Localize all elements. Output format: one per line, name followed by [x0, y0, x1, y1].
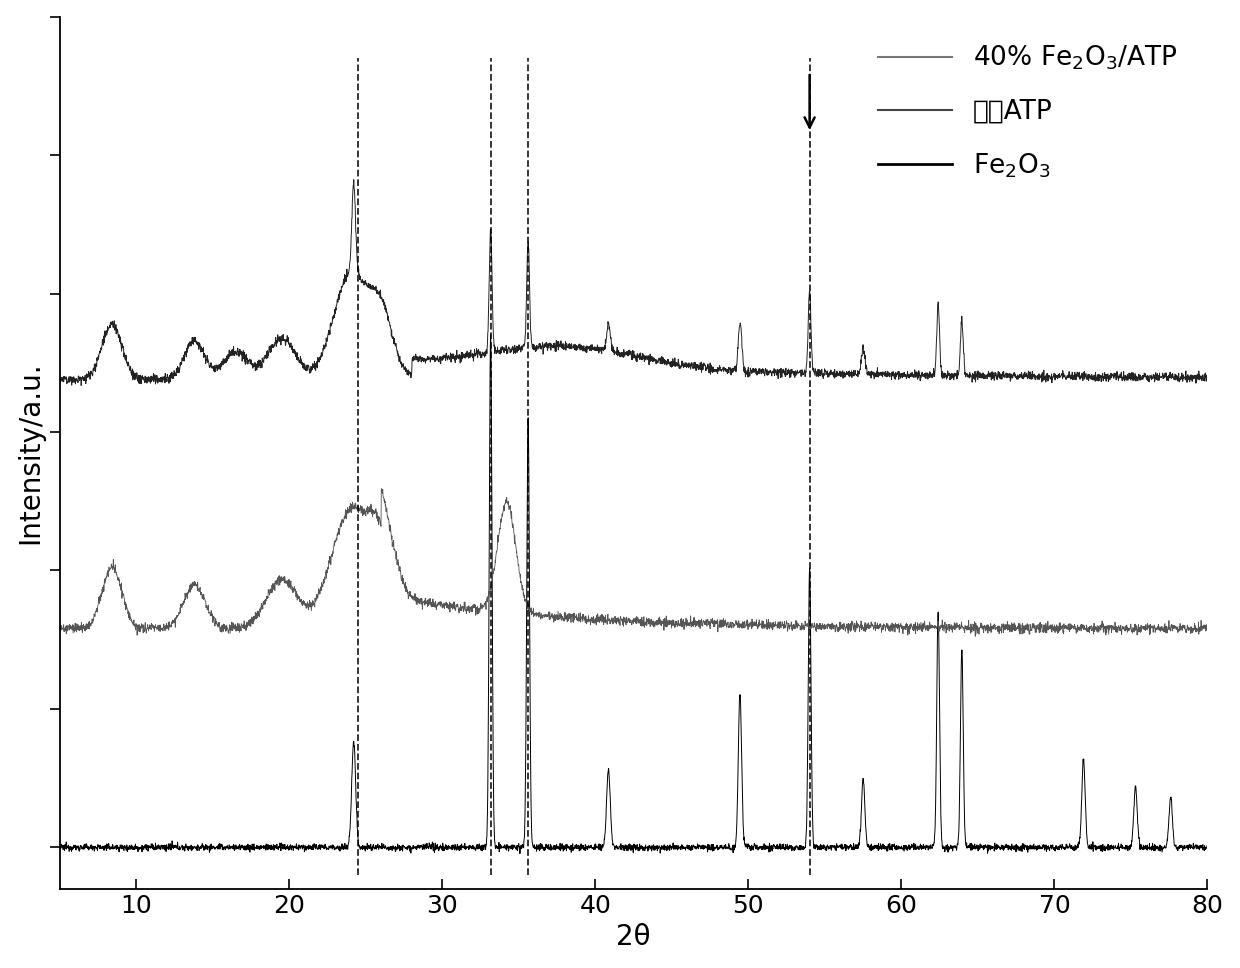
Legend: 40% Fe$_2$O$_3$/ATP, 改性ATP, Fe$_2$O$_3$: 40% Fe$_2$O$_3$/ATP, 改性ATP, Fe$_2$O$_3$ [867, 33, 1188, 190]
Y-axis label: Intensity/a.u.: Intensity/a.u. [16, 361, 45, 544]
X-axis label: 2θ: 2θ [616, 923, 651, 952]
